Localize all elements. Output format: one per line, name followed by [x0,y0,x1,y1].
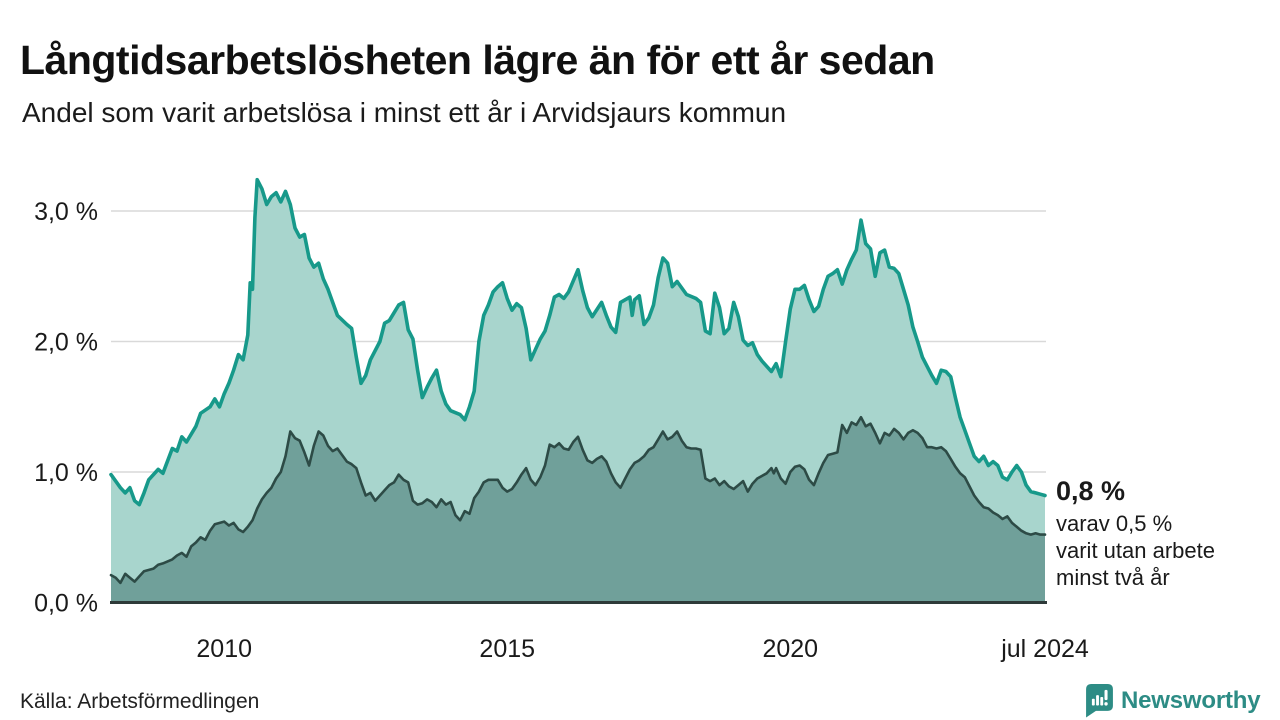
series-areas [111,179,1045,603]
y-tick-label: 2,0 % [34,329,98,357]
x-tick-label: 2020 [762,635,818,663]
series-area [111,417,1045,603]
x-axis-labels: 2010 2015 2020 jul 2024 [196,635,1088,663]
source-note: Källa: Arbetsförmedlingen [20,690,260,713]
series-line [109,177,1047,507]
x-tick-label: jul 2024 [1000,635,1089,663]
y-tick-label: 0,0 % [34,590,98,618]
y-axis-labels: 0,0 % 1,0 % 2,0 % 3,0 % [34,198,98,618]
chart-subtitle: Andel som varit arbetslösa i minst ett å… [22,97,787,128]
series-line [109,415,1047,585]
annotation-value: 0,8 % [1056,476,1126,506]
newsworthy-wordmark: Newsworthy [1121,687,1261,714]
annotation-line: minst två år [1056,565,1170,590]
newsworthy-logo: Newsworthy [1085,684,1261,718]
newsworthy-bubble-chart-icon [1086,684,1113,718]
x-tick-label: 2010 [196,635,252,663]
series-lines [109,177,1047,585]
x-tick-label: 2015 [479,635,535,663]
page-title: Långtidsarbetslösheten lägre än för ett … [20,37,935,84]
y-tick-label: 1,0 % [34,459,98,487]
last-value-annotation: 0,8 % varav 0,5 % varit utan arbete mins… [1056,476,1271,591]
annotation-line: varit utan arbete [1056,538,1215,563]
annotation-line: varav 0,5 % [1056,511,1173,536]
y-tick-label: 3,0 % [34,198,98,226]
